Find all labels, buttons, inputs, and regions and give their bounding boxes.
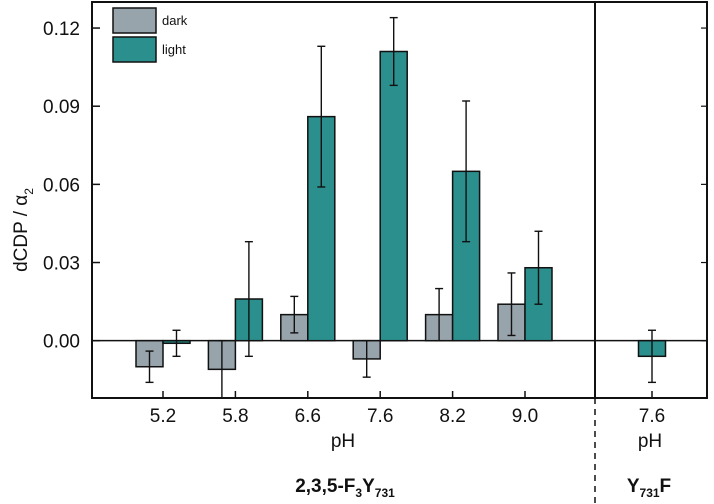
- y-axis-title-main: dCDP / α: [11, 195, 32, 272]
- plot-frame: [91, 1, 708, 504]
- x-axis-title-right: pH: [638, 431, 662, 452]
- y-tick-label: 0.09: [43, 97, 80, 118]
- legend-label-light: light: [162, 42, 186, 57]
- legend-label-dark: dark: [162, 13, 188, 28]
- y-tick-label: 0.12: [43, 19, 80, 40]
- x-tick-label: 6.6: [295, 406, 321, 427]
- legend-swatch-light: [112, 36, 157, 63]
- bar-light-7.6: [379, 50, 408, 342]
- group-label-left: 2,3,5-F3Y731: [295, 476, 395, 500]
- y-axis-title-sub: 2: [22, 188, 36, 195]
- x-tick-label: 8.2: [439, 406, 465, 427]
- x-tick-label: 7.6: [367, 406, 393, 427]
- y-tick-label: 0.06: [43, 175, 80, 196]
- x-tick-label: 5.8: [222, 406, 248, 427]
- x-tick-label: 5.2: [150, 406, 176, 427]
- axis-layer: 0.00 0.03 0.06 0.09 0.12 5.2 5.8 6.6 7.6 8.2 9.0 7.…: [43, 19, 707, 427]
- x-tick-label: 9.0: [512, 406, 538, 427]
- y-tick-label: 0.03: [43, 254, 80, 275]
- x-axis-title-left: pH: [331, 431, 355, 452]
- y-axis-title: dCDP / α2: [11, 188, 36, 272]
- group-label-right: Y731F: [627, 476, 671, 500]
- y-tick-label: 0.00: [43, 332, 80, 353]
- legend-swatch-dark: [112, 7, 157, 34]
- error-bars-layer: [145, 16, 656, 399]
- bars-layer: [135, 50, 667, 371]
- legend: dark light: [112, 7, 188, 63]
- x-tick-label: 7.6: [639, 406, 665, 427]
- plot-border: [91, 1, 708, 399]
